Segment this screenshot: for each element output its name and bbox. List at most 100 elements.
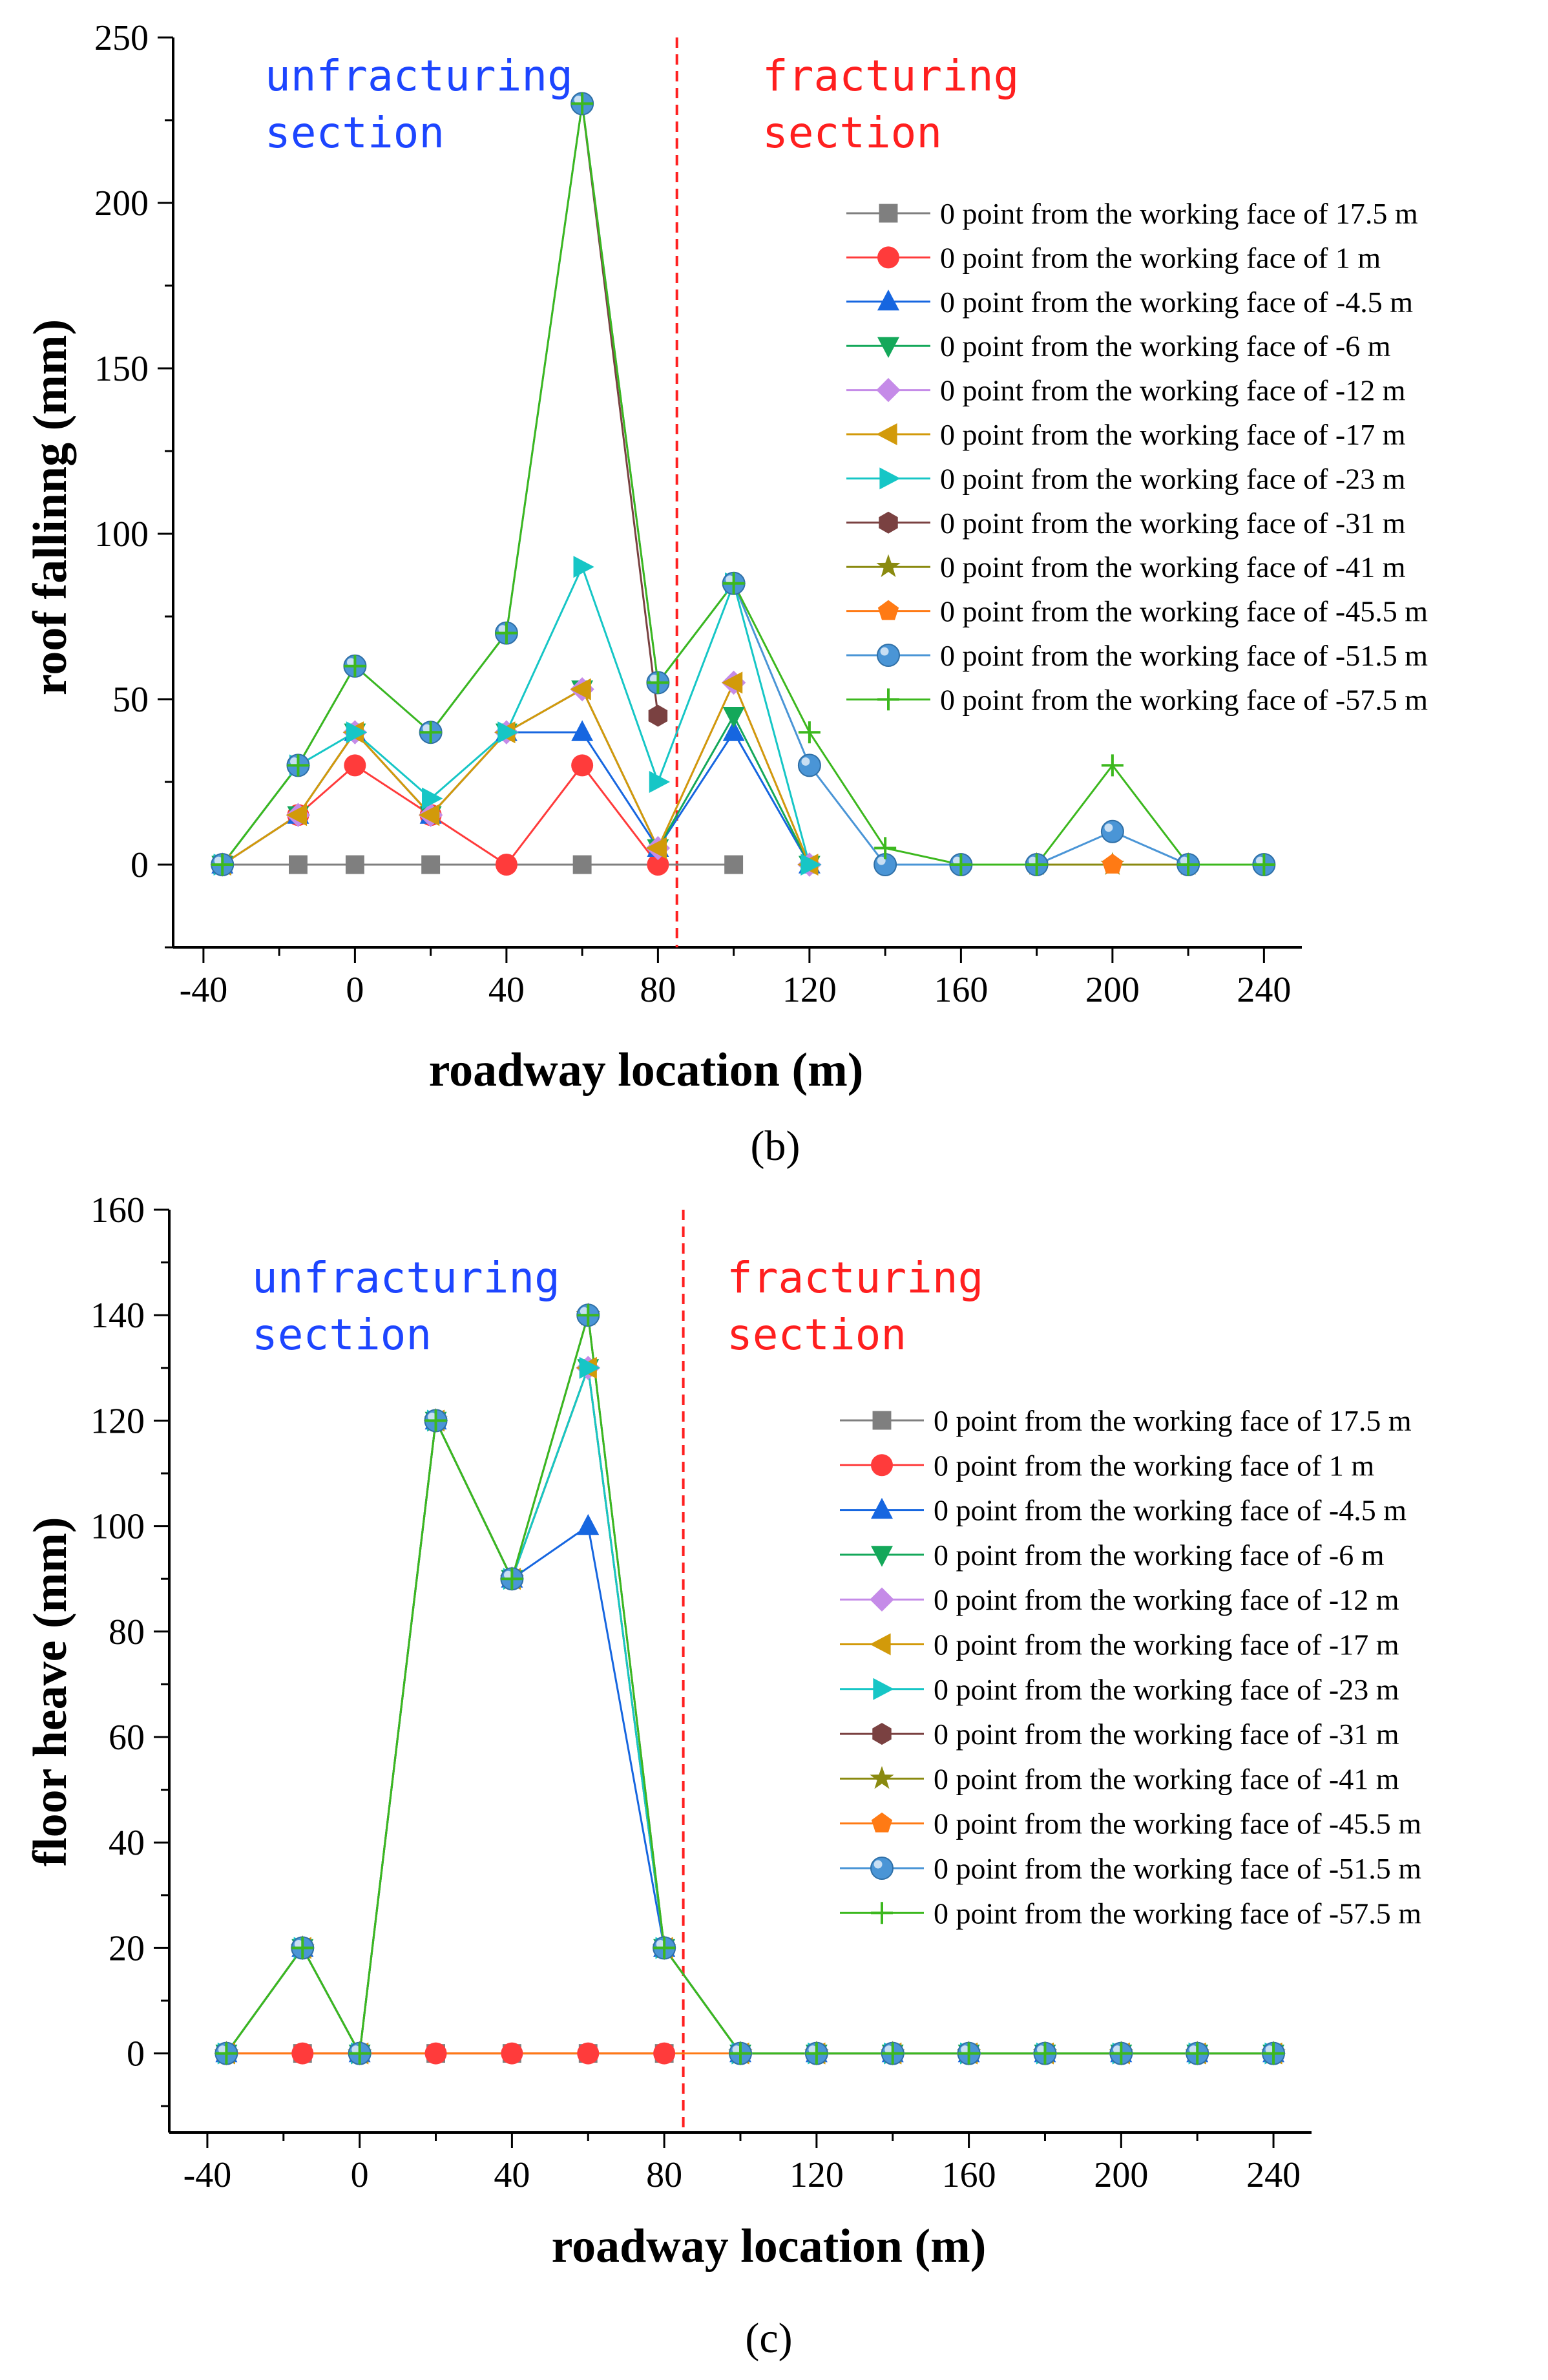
panel-b-legend-item: 0 point from the working face of -17 m [846,418,1406,451]
panel-b-data-point [1102,854,1124,874]
panel-b-x-tick-label: 40 [488,970,525,1010]
panel-c-legend-label: 0 point from the working face of -31 m [934,1718,1399,1751]
panel-c-x-tick-label: 0 [351,2155,369,2195]
panel-c-data-point [805,2042,828,2065]
panel-c-section-left-line1: unfracturing [252,1253,560,1303]
panel-b-legend-item: 0 point from the working face of -41 m [846,551,1406,584]
panel-c-legend-label: 0 point from the working face of -6 m [934,1539,1385,1572]
panel-b-legend-marker [879,511,898,534]
panel-b-data-point [721,671,743,694]
panel-c-legend-item: 0 point from the working face of -51.5 m [840,1852,1421,1885]
panel-c-legend-item: 0 point from the working face of -45.5 m [840,1807,1421,1840]
panel-c-data-point [424,1409,447,1432]
panel-c-legend-label: 0 point from the working face of -23 m [934,1673,1399,1706]
panel-c-y-tick-label: 0 [127,2034,145,2074]
panel-b-data-point [289,855,308,874]
panel-c-x-tick-label: -40 [183,2155,232,2195]
panel-b-y-tick-label: 50 [112,680,149,720]
panel-b-legend: 0 point from the working face of 17.5 m 0… [846,197,1428,716]
panel-b-data-point [798,721,821,744]
panel-c-y-tick-label: 20 [109,1928,145,1968]
panel-b-x-tick-label: 240 [1237,970,1291,1010]
panel-b-x-tick-label: -40 [180,970,228,1010]
panel-b-legend-item: 0 point from the working face of -51.5 m [846,639,1428,672]
panel-b-legend-item: 0 point from the working face of -57.5 m [846,683,1428,716]
panel-b-data-point [645,837,667,859]
panel-c-data-point [215,2042,238,2065]
panel-c-data-point [577,2042,600,2065]
panel-b-data-point [724,855,744,874]
panel-b-legend-label: 0 point from the working face of -45.5 m [940,595,1428,628]
panel-c-y-tick-label: 160 [90,1190,145,1230]
panel-b-data-point [418,804,440,827]
panel-b-data-point [573,556,594,578]
panel-b-legend-label: 0 point from the working face of -12 m [940,374,1406,407]
panel-b-legend-item: 0 point from the working face of -23 m [846,462,1406,495]
panel-b-data-point [346,721,368,744]
panel-c-x-tick-label: 40 [494,2155,530,2195]
panel-c-x-tick-label: 200 [1094,2155,1148,2195]
panel-c-x-tick-label: 80 [646,2155,682,2195]
panel-b-legend-item: 0 point from the working face of -31 m [846,507,1406,540]
panel-c-legend-item: 0 point from the working face of 17.5 m [840,1404,1412,1437]
panel-b-legend-label: 0 point from the working face of 1 m [940,241,1381,274]
panel-b-data-point [344,754,366,777]
panel-c-legend-marker [871,1546,893,1567]
panel-c-section-left-line2: section [252,1310,432,1360]
panel-b-legend-marker [876,423,897,445]
panel-c-legend-marker [870,1857,894,1880]
panel-c-legend-marker [871,1454,893,1477]
panel-b-y-tick-label: 200 [94,184,149,224]
panel-b-legend-marker [877,644,900,667]
panel-c-data-point [501,2042,523,2065]
panel-b-data-point [421,855,441,874]
panel-b-data-point [797,753,821,777]
panel-c-data-point [653,2042,676,2065]
panel-c-legend-marker [871,1902,893,1924]
panel-b-legend-label: 0 point from the working face of -51.5 m [940,639,1428,672]
panel-c-legend-label: 0 point from the working face of 17.5 m [934,1404,1412,1437]
panel-b-legend-item: 0 point from the working face of -45.5 m [846,595,1428,628]
panel-c-data-point [291,2042,314,2065]
panel-b-legend-label: 0 point from the working face of -31 m [940,507,1406,540]
panel-c-legend-marker [872,1723,892,1745]
panel-b-data-point [874,837,897,859]
panel-b-data-point [648,704,668,727]
panel-c-y-tick-label: 100 [90,1507,145,1547]
panel-c-data-point [291,1937,314,1959]
panel-b-data-point [495,854,518,876]
panel-b-section-left-line2: section [265,108,445,158]
panel-b-data-point [873,853,897,876]
panel-b-data-point [1253,854,1275,876]
panel-c-label: (c) [745,2315,792,2362]
panel-c-y-axis-title: floor heave (mm) [24,1517,77,1866]
panel-b-data-point [422,787,443,810]
panel-b-x-axis-title: roadway location (m) [429,1044,864,1097]
panel-b-legend-item: 0 point from the working face of -12 m [846,374,1406,407]
panel-b-data-point [1177,854,1200,876]
panel-c-legend-item: 0 point from the working face of -17 m [840,1628,1399,1661]
panel-b-x-tick-label: 200 [1085,970,1140,1010]
panel-b-legend-item: 0 point from the working face of -6 m [846,330,1391,363]
panel-b-legend-label: 0 point from the working face of 17.5 m [940,197,1418,230]
panel-b-legend-marker [877,246,899,269]
panel-c: -40 0 40 80 120 160 200 240 0 20 40 60 80 100 120 140 16… [24,1190,1421,2362]
panel-b-data-point [570,678,591,700]
panel-c-legend-item: 0 point from the working face of -31 m [840,1718,1399,1751]
panel-b-y-tick-label: 250 [94,18,149,58]
panel-c-legend-item: 0 point from the working face of -6 m [840,1539,1385,1572]
panel-c-data-point [579,1356,600,1379]
panel-c-legend-marker [871,1497,893,1519]
panel-c-data-point [577,1513,600,1535]
panel-b-data-point [1101,754,1124,777]
panel-b-legend-marker [877,600,899,620]
panel-c-data-point [424,2042,447,2065]
panel-b-data-point [722,707,745,728]
panel-b-legend-item: 0 point from the working face of 1 m [846,241,1381,274]
panel-c-legend-label: 0 point from the working face of -17 m [934,1628,1399,1661]
panel-c-legend-marker [870,1587,894,1612]
panel-c-legend-marker [873,1678,894,1700]
panel-c-x-tick-label: 120 [790,2155,844,2195]
panel-b-y-tick-label: 100 [94,514,149,554]
panel-b-data-point [800,854,822,876]
